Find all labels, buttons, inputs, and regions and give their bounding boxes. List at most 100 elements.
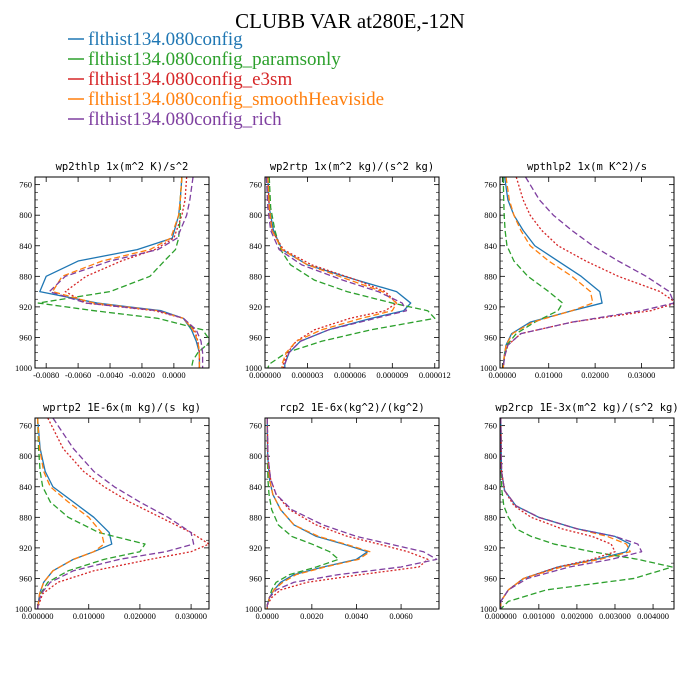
series-line-2 [267, 177, 436, 368]
x-tick-label: 0.010000 [73, 611, 105, 621]
y-tick-label: 880 [19, 512, 32, 522]
series-line-1 [266, 418, 369, 609]
y-tick-label: 800 [19, 210, 32, 220]
legend-label: flthist134.080config_paramsonly [88, 49, 341, 70]
x-tick-label: 0.00000 [489, 370, 517, 380]
series-group [37, 177, 209, 368]
panel-title: wprtp2 1E-6x(m kg)/(s kg) [43, 402, 201, 414]
series-line-3 [502, 177, 674, 368]
panel-title: rcp2 1E-6x(kg^2)/(kg^2) [279, 402, 424, 414]
y-tick-label: 840 [249, 482, 262, 492]
y-tick-label: 960 [19, 332, 32, 342]
series-line-1 [500, 418, 631, 609]
y-tick-label: 960 [484, 573, 497, 583]
series-line-4 [500, 418, 631, 609]
series-line-3 [267, 177, 398, 368]
series-line-2 [36, 418, 146, 609]
x-tick-label: 0.000000 [249, 370, 281, 380]
panel: wp2rtp 1x(m^2 kg)/(s^2 kg) 760 800 840 880 92… [245, 161, 451, 380]
y-tick-label: 760 [249, 180, 262, 190]
panel: wp2thlp 1x(m^2 K)/s^2 760 800 840 880 920 960 1… [15, 161, 210, 380]
x-tick-label: 0.002000 [561, 611, 593, 621]
legend: flthist134.080configflthist134.080config… [68, 29, 384, 130]
x-tick-label: -0.0040 [97, 370, 123, 380]
y-tick-label: 920 [19, 543, 32, 553]
series-line-3 [500, 418, 616, 609]
x-tick-label: 0.000000 [485, 611, 517, 621]
x-tick-label: 0.0040 [345, 611, 368, 621]
series-group [500, 418, 673, 609]
series-line-2 [502, 177, 564, 368]
x-tick-label: 0.000006 [334, 370, 366, 380]
y-tick-label: 1000 [245, 363, 262, 373]
x-tick-label: -0.0080 [33, 370, 59, 380]
x-tick-label: -0.0060 [65, 370, 91, 380]
y-tick-label: 880 [249, 512, 262, 522]
legend-item: flthist134.080config_smoothHeaviside [68, 89, 384, 110]
legend-label: flthist134.080config [88, 29, 243, 50]
series-group [502, 177, 674, 368]
y-tick-label: 760 [484, 421, 497, 431]
y-tick-label: 920 [249, 543, 262, 553]
panel-frame [499, 417, 675, 610]
legend-item: flthist134.080config_e3sm [68, 69, 292, 90]
y-tick-label: 800 [484, 451, 497, 461]
x-tick-label: 0.0000 [162, 370, 185, 380]
series-line-1 [36, 418, 113, 609]
panel-title: wp2thlp 1x(m^2 K)/s^2 [56, 161, 189, 173]
x-tick-label: 0.0000 [256, 611, 279, 621]
panel-frame [34, 417, 210, 610]
legend-label: flthist134.080config_rich [88, 109, 282, 130]
legend-item: flthist134.080config_rich [68, 109, 282, 130]
legend-label: flthist134.080config_smoothHeaviside [88, 89, 384, 110]
panel: wpthlp2 1x(m K^2)/s 760 800 840 880 920 960 100… [480, 161, 675, 380]
y-tick-label: 840 [249, 241, 262, 251]
series-line-2 [266, 418, 340, 609]
series-line-1 [39, 177, 201, 368]
y-tick-label: 800 [249, 210, 262, 220]
y-tick-label: 840 [19, 241, 32, 251]
y-tick-label: 960 [484, 332, 497, 342]
y-tick-label: 880 [484, 512, 497, 522]
x-tick-label: 0.020000 [124, 611, 156, 621]
x-tick-label: 0.0020 [300, 611, 323, 621]
series-line-3 [36, 418, 209, 609]
panel-title: wpthlp2 1x(m K^2)/s [527, 161, 647, 173]
y-tick-label: 840 [484, 482, 497, 492]
y-tick-label: 960 [249, 332, 262, 342]
series-line-4 [36, 418, 105, 609]
x-tick-label: 0.003000 [599, 611, 631, 621]
panel: rcp2 1E-6x(kg^2)/(kg^2) 760 800 840 880 920 96… [245, 402, 440, 621]
series-line-4 [267, 177, 398, 368]
x-tick-label: 0.01000 [535, 370, 563, 380]
y-tick-label: 840 [484, 241, 497, 251]
y-tick-label: 840 [19, 482, 32, 492]
series-line-4 [51, 177, 201, 368]
series-group [265, 177, 436, 368]
y-tick-label: 800 [484, 210, 497, 220]
x-tick-label: 0.03000 [628, 370, 656, 380]
panel: wprtp2 1E-6x(m kg)/(s kg) 760 800 840 880 920… [15, 402, 210, 621]
panel-frame [264, 176, 440, 369]
x-tick-label: 0.000012 [419, 370, 451, 380]
x-tick-label: -0.0020 [129, 370, 155, 380]
x-tick-label: 0.000009 [376, 370, 408, 380]
y-tick-label: 1000 [245, 604, 262, 614]
series-line-4 [502, 177, 594, 368]
series-group [266, 418, 438, 609]
y-tick-label: 880 [249, 271, 262, 281]
series-line-3 [266, 418, 429, 609]
y-tick-label: 920 [484, 302, 497, 312]
series-line-2 [500, 418, 673, 609]
x-tick-label: 0.000000 [22, 611, 54, 621]
legend-item: flthist134.080config [68, 29, 243, 50]
series-line-5 [502, 177, 674, 368]
series-line-5 [500, 418, 643, 609]
series-line-2 [37, 177, 209, 368]
panel: wp2rcp 1E-3x(m^2 kg)/(s^2 kg) 760 800 840 88… [480, 402, 679, 621]
y-tick-label: 760 [19, 180, 32, 190]
y-tick-label: 920 [249, 302, 262, 312]
x-tick-label: 0.030000 [175, 611, 207, 621]
